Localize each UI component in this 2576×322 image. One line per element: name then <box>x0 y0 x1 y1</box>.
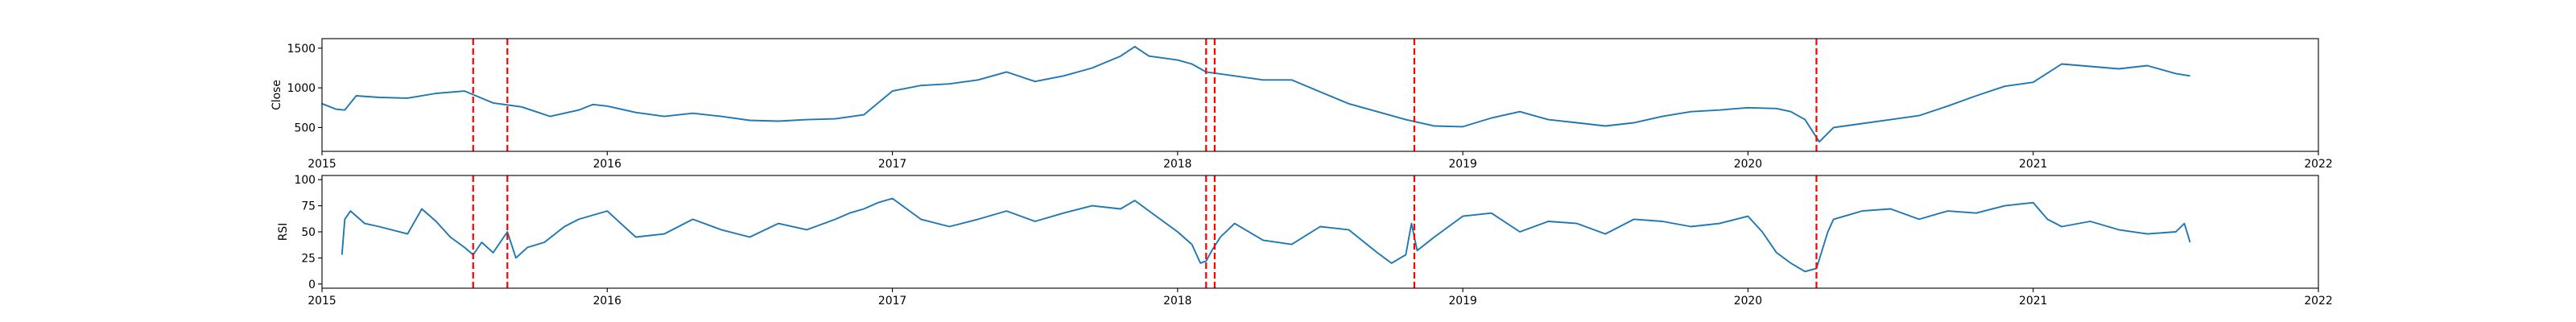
close-y-ticks: 500 1000 1500 <box>287 43 322 134</box>
rsi-x-tick-label: 2018 <box>1163 295 1191 308</box>
rsi-x-tick-label: 2021 <box>2019 295 2047 308</box>
rsi-x-tick-label: 2016 <box>593 295 621 308</box>
rsi-x-ticks: 2015 2016 2017 2018 2019 2020 2021 2022 <box>308 288 2333 308</box>
close-axes-frame <box>321 38 2319 152</box>
close-y-tick-label: 1500 <box>287 43 316 56</box>
rsi-x-tick-label: 2020 <box>1734 295 1762 308</box>
close-y-tick-label: 500 <box>294 122 316 134</box>
close-y-tick-label: 1000 <box>287 82 316 95</box>
rsi-x-tick-label: 2015 <box>308 295 336 308</box>
close-x-tick-label: 2021 <box>2019 158 2047 171</box>
close-x-tick-label: 2019 <box>1448 158 1476 171</box>
close-price-panel: 2015 2016 2017 2018 2019 2020 2021 2022 500 1000… <box>270 38 2333 171</box>
rsi-panel: 2015 2016 2017 2018 2019 2020 2021 2022 0 25 50 75… <box>277 174 2333 308</box>
close-x-ticks: 2015 2016 2017 2018 2019 2020 2021 2022 <box>308 151 2333 171</box>
rsi-x-tick-label: 2022 <box>2304 295 2332 308</box>
close-x-tick-label: 2020 <box>1734 158 1762 171</box>
close-y-axis-label: Close <box>270 80 283 110</box>
close-x-tick-label: 2015 <box>308 158 336 171</box>
close-data-layer <box>322 39 2190 151</box>
rsi-y-tick-label: 100 <box>294 174 316 187</box>
rsi-x-tick-label: 2019 <box>1448 295 1476 308</box>
rsi-data-layer <box>341 175 2191 288</box>
rsi-y-tick-label: 50 <box>301 226 316 239</box>
close-x-tick-label: 2016 <box>593 158 621 171</box>
close-x-tick-label: 2017 <box>878 158 906 171</box>
rsi-y-tick-label: 75 <box>301 200 316 213</box>
close-series-line <box>322 45 2190 143</box>
rsi-y-tick-label: 0 <box>308 279 316 291</box>
rsi-series-line <box>341 197 2191 273</box>
close-x-tick-label: 2022 <box>2304 158 2332 171</box>
rsi-y-tick-label: 25 <box>301 252 316 265</box>
rsi-x-tick-label: 2017 <box>878 295 906 308</box>
rsi-y-ticks: 0 25 50 75 100 <box>294 174 322 291</box>
rsi-y-axis-label: RSI <box>277 223 290 242</box>
close-x-tick-label: 2018 <box>1163 158 1191 171</box>
